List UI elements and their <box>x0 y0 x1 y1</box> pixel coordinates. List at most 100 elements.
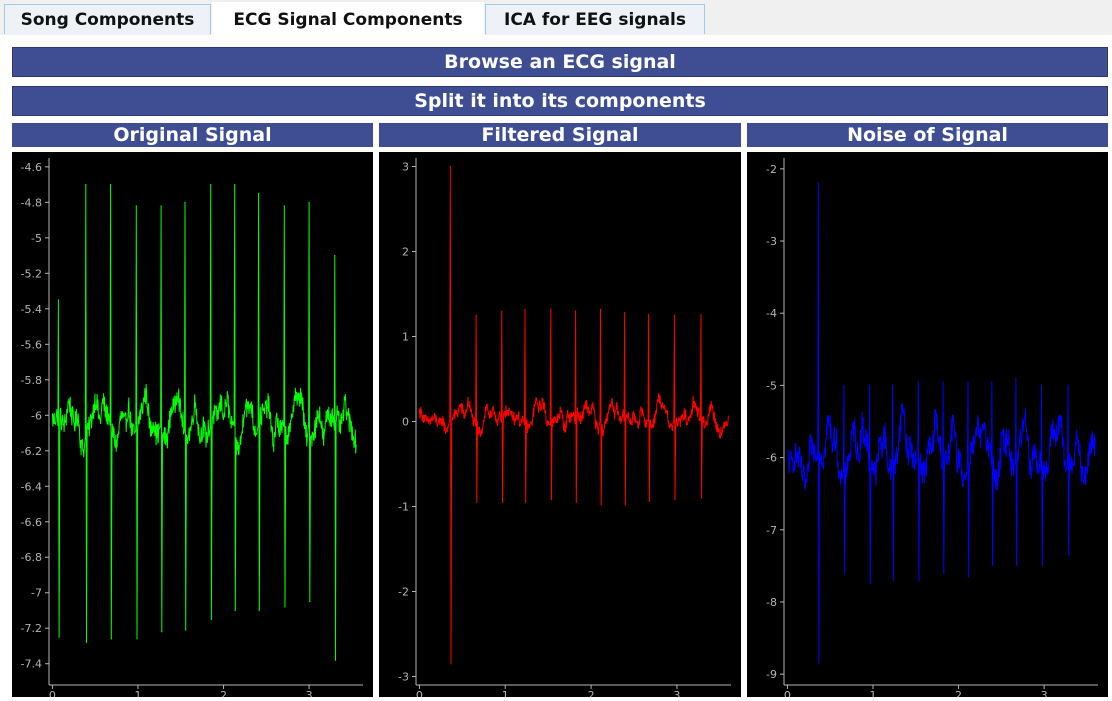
x-tick-label: 2 <box>588 689 595 697</box>
s-trough-mark <box>85 641 88 644</box>
r-peak-mark <box>599 308 602 310</box>
s-trough-mark <box>674 499 676 501</box>
y-tick-label: -5.8 <box>21 374 42 387</box>
tab-ecg-signal-components[interactable]: ECG Signal Components <box>212 2 484 36</box>
s-trough-mark <box>110 638 112 640</box>
s-trough-mark <box>334 659 337 661</box>
r-peak-mark <box>1040 384 1043 387</box>
browse-ecg-button[interactable]: Browse an ECG signal <box>12 47 1108 77</box>
filtered-signal-title: Filtered Signal <box>379 123 741 147</box>
s-trough-mark <box>161 631 163 633</box>
r-peak-mark <box>623 312 626 314</box>
y-tick-label: -2 <box>766 163 777 176</box>
r-peak-mark <box>550 308 552 310</box>
r-peak-mark <box>85 184 87 186</box>
r-peak-mark <box>308 201 310 203</box>
y-tick-label: -6 <box>31 409 42 422</box>
r-peak-mark <box>700 313 702 315</box>
r-peak-mark <box>524 308 526 310</box>
y-tick-label: -7.4 <box>21 658 42 671</box>
y-tick-label: -6.8 <box>21 551 42 564</box>
s-trough-mark <box>818 662 820 664</box>
s-trough-mark <box>701 497 703 499</box>
s-trough-mark <box>234 609 236 612</box>
y-tick-label: -6.4 <box>21 480 42 493</box>
r-peak-mark <box>917 381 919 383</box>
s-trough-mark <box>575 501 577 503</box>
y-tick-label: -4 <box>766 307 777 320</box>
y-tick-label: -4.8 <box>21 196 42 209</box>
split-components-button[interactable]: Split it into its components <box>12 86 1108 116</box>
y-tick-label: -7 <box>31 587 42 600</box>
x-tick-label: 3 <box>673 689 680 697</box>
y-tick-label: -5 <box>31 232 42 245</box>
x-tick-label: 2 <box>220 689 227 697</box>
x-tick-label: 2 <box>955 689 962 697</box>
r-peak-mark <box>475 314 477 316</box>
tab-ica-eeg-signals[interactable]: ICA for EEG signals <box>485 4 705 34</box>
y-tick-label: -6 <box>766 452 777 465</box>
filtered-signal-plot[interactable]: 3 2 1 0 -1 -2 -3 0 1 2 3 <box>379 152 741 697</box>
r-peak-mark <box>967 381 969 383</box>
r-peak-mark <box>160 205 162 207</box>
y-tick-label: 1 <box>402 331 409 344</box>
r-peak-mark <box>135 205 137 207</box>
signal-trace <box>51 184 357 661</box>
r-peak-mark <box>575 310 577 312</box>
r-peak-mark <box>501 310 503 312</box>
s-trough-mark <box>58 636 60 638</box>
r-peak-mark <box>648 313 650 315</box>
x-tick-label: 0 <box>416 689 423 697</box>
s-trough-mark <box>450 663 452 665</box>
r-peak-mark <box>892 384 894 387</box>
original-signal-title: Original Signal <box>12 123 373 147</box>
s-trough-mark <box>869 583 871 585</box>
r-peak-mark <box>234 184 236 186</box>
y-tick-label: -7 <box>766 524 777 537</box>
x-tick-label: 1 <box>502 689 509 697</box>
y-tick-label: -6.6 <box>21 516 42 529</box>
y-tick-label: -8 <box>766 596 777 609</box>
s-trough-mark <box>892 579 894 581</box>
r-peak-mark <box>1067 384 1069 387</box>
s-trough-mark <box>136 638 138 640</box>
r-peak-mark <box>334 254 336 257</box>
y-tick-label: -4.6 <box>21 161 42 174</box>
r-peak-mark <box>210 184 212 186</box>
tab-bar: Song Components ECG Signal Components IC… <box>0 0 1112 36</box>
original-signal-chart[interactable]: -4.6 -4.8 -5 -5.2 -5.4 -5.6 -5.8 -6 -6.2 -6.4 -6.6… <box>12 152 373 697</box>
x-tick-label: 3 <box>306 689 313 697</box>
r-peak-mark <box>57 299 60 301</box>
x-tick-label: 3 <box>1041 689 1048 697</box>
s-trough-mark <box>600 504 602 506</box>
r-peak-mark <box>258 192 260 195</box>
signal-trace <box>786 183 1096 664</box>
noise-signal-plot[interactable]: -2 -3 -4 -5 -6 -7 -8 -9 0 1 2 3 <box>747 152 1108 697</box>
tab-song-components[interactable]: Song Components <box>4 4 211 34</box>
s-trough-mark <box>943 572 945 574</box>
r-peak-mark <box>184 201 186 203</box>
y-tick-label: -3 <box>766 235 777 248</box>
r-peak-mark <box>942 381 944 383</box>
s-trough-mark <box>525 501 527 503</box>
s-trough-mark <box>1068 554 1070 556</box>
noise-signal-chart[interactable]: -2 -3 -4 -5 -6 -7 -8 -9 0 1 2 3 <box>747 152 1108 697</box>
y-tick-label: -2 <box>398 586 409 599</box>
y-tick-label: 0 <box>402 416 409 429</box>
x-tick-label: 1 <box>134 689 141 697</box>
y-tick-label: -9 <box>766 668 777 681</box>
x-tick-label: 0 <box>784 689 791 697</box>
y-tick-label: -5.2 <box>21 267 42 280</box>
original-signal-plot[interactable]: -4.6 -4.8 -5 -5.2 -5.4 -5.6 -5.8 -6 -6.2 -6.4 -6.6… <box>12 152 373 697</box>
s-trough-mark <box>968 576 970 578</box>
r-peak-mark <box>817 182 819 184</box>
r-peak-mark <box>843 384 845 387</box>
s-trough-mark <box>501 501 504 503</box>
filtered-signal-chart[interactable]: 3 2 1 0 -1 -2 -3 0 1 2 3 <box>379 152 741 697</box>
r-peak-mark <box>1015 377 1017 379</box>
y-tick-label: -5.6 <box>21 338 42 351</box>
r-peak-mark <box>110 184 112 186</box>
s-trough-mark <box>210 618 212 620</box>
noise-signal-title: Noise of Signal <box>747 123 1108 147</box>
s-trough-mark <box>624 504 626 506</box>
